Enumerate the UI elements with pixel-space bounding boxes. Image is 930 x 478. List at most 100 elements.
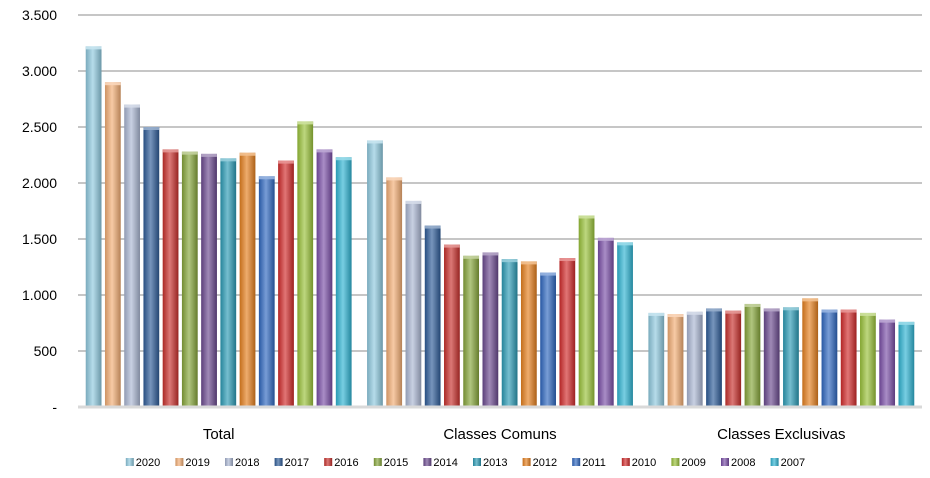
bar-2015-2: [463, 255, 480, 407]
bar-2014-2: [482, 252, 499, 407]
x-category-label: Classes Comuns: [443, 426, 556, 443]
bar-top-highlight: [667, 314, 684, 318]
legend-swatch: [373, 458, 382, 466]
bar-top-highlight: [386, 177, 403, 181]
bar-2015-3: [744, 303, 761, 407]
bar-top-highlight: [559, 258, 576, 262]
bar-2016-1: [162, 149, 179, 407]
bar-2012-3: [802, 298, 819, 407]
legend-swatch: [671, 458, 680, 466]
y-axis: - 500 1.000 1.500 2.000 2.500 3.000 3.500: [22, 7, 57, 415]
y-tick-label: 500: [34, 343, 58, 359]
bar-2014-1: [201, 153, 217, 407]
bar-2011-1: [258, 176, 275, 407]
bar-top-highlight: [578, 215, 595, 219]
legend-label: 2012: [533, 457, 557, 469]
bar-2018-3: [686, 311, 703, 407]
bar-top-highlight: [220, 158, 237, 162]
bars: [78, 46, 922, 409]
legend-label: 2018: [235, 457, 259, 469]
bar-top-highlight: [501, 259, 518, 263]
bar-top-highlight: [143, 127, 160, 130]
x-category-label: Total: [203, 426, 235, 443]
bar-2012-2: [520, 261, 537, 407]
bar-top-highlight: [706, 308, 722, 312]
legend-swatch: [572, 458, 581, 466]
bar-top-highlight: [424, 225, 441, 229]
bar-top-highlight: [297, 121, 314, 125]
legend-swatch: [621, 458, 630, 466]
y-tick-label: 3.500: [22, 7, 57, 23]
bar-top-highlight: [444, 244, 460, 248]
bar-2017-2: [424, 225, 441, 407]
bar-top-highlight: [840, 309, 857, 313]
bar-2012-1: [239, 152, 256, 407]
bar-2019-2: [386, 177, 403, 407]
bar-2020-2: [367, 140, 383, 407]
bar-2007-2: [617, 242, 633, 407]
bar-top-highlight: [860, 312, 876, 316]
bar-top-highlight: [879, 319, 896, 323]
bar-2010-2: [559, 258, 576, 407]
bar-2007-1: [335, 157, 352, 407]
bar-2019-3: [667, 314, 684, 407]
bar-top-highlight: [648, 312, 665, 316]
bar-2010-3: [840, 309, 857, 407]
bar-top-highlight: [181, 151, 198, 155]
legend-label: 2015: [384, 457, 408, 469]
legend-label: 2017: [285, 457, 309, 469]
bar-top-highlight: [162, 149, 179, 153]
bar-2008-2: [597, 237, 614, 407]
bar-2013-2: [501, 259, 518, 407]
bar-2007-3: [898, 321, 915, 407]
bar-top-highlight: [617, 242, 633, 246]
bar-2018-2: [405, 200, 422, 407]
bar-2011-2: [540, 272, 556, 407]
bar-top-highlight: [482, 252, 499, 256]
bar-2015-1: [181, 151, 198, 407]
bar-2011-3: [821, 309, 838, 407]
bar-top-highlight: [239, 152, 256, 156]
bar-top-highlight: [316, 149, 333, 153]
x-category-label: Classes Exclusivas: [717, 426, 845, 443]
legend-swatch: [125, 458, 134, 466]
bar-2019-1: [104, 82, 121, 407]
bar-2016-3: [725, 310, 742, 407]
x-axis: Total Classes Comuns Classes Exclusivas: [203, 426, 846, 443]
legend: 2020 2019 2018 2017 2016 2015 2014 2013 2012 2011…: [125, 457, 805, 469]
y-tick-label: 2.500: [22, 119, 57, 135]
bar-top-highlight: [367, 140, 383, 144]
bar-2017-3: [706, 308, 722, 407]
bar-top-highlight: [258, 176, 275, 180]
legend-swatch: [473, 458, 481, 466]
bar-top-highlight: [763, 308, 780, 312]
bar-2017-1: [143, 127, 160, 407]
bar-top-highlight: [335, 157, 352, 161]
legend-swatch: [225, 458, 233, 466]
bar-2013-3: [783, 307, 799, 407]
bar-2009-1: [297, 121, 314, 408]
legend-swatch: [274, 458, 283, 466]
bar-2010-1: [278, 160, 294, 407]
legend-label: 2009: [681, 457, 705, 469]
y-tick-label: 1.000: [22, 287, 57, 303]
legend-label: 2020: [136, 457, 160, 469]
bar-top-highlight: [124, 104, 140, 108]
legend-label: 2011: [582, 457, 606, 469]
bar-top-highlight: [85, 46, 102, 50]
legend-label: 2007: [781, 457, 805, 469]
legend-swatch: [324, 458, 333, 466]
bar-2014-3: [763, 308, 780, 407]
bar-top-highlight: [104, 82, 121, 86]
bar-top-highlight: [783, 307, 799, 311]
bar-2008-3: [879, 319, 896, 407]
legend-label: 2013: [483, 457, 507, 469]
bar-top-highlight: [802, 298, 819, 302]
bar-top-highlight: [201, 153, 217, 157]
legend-swatch: [721, 458, 729, 466]
bar-2020-3: [648, 312, 665, 407]
bar-top-highlight: [744, 303, 761, 307]
y-tick-label: 2.000: [22, 175, 57, 191]
bar-2008-1: [316, 149, 333, 407]
bar-2020-1: [85, 46, 102, 408]
